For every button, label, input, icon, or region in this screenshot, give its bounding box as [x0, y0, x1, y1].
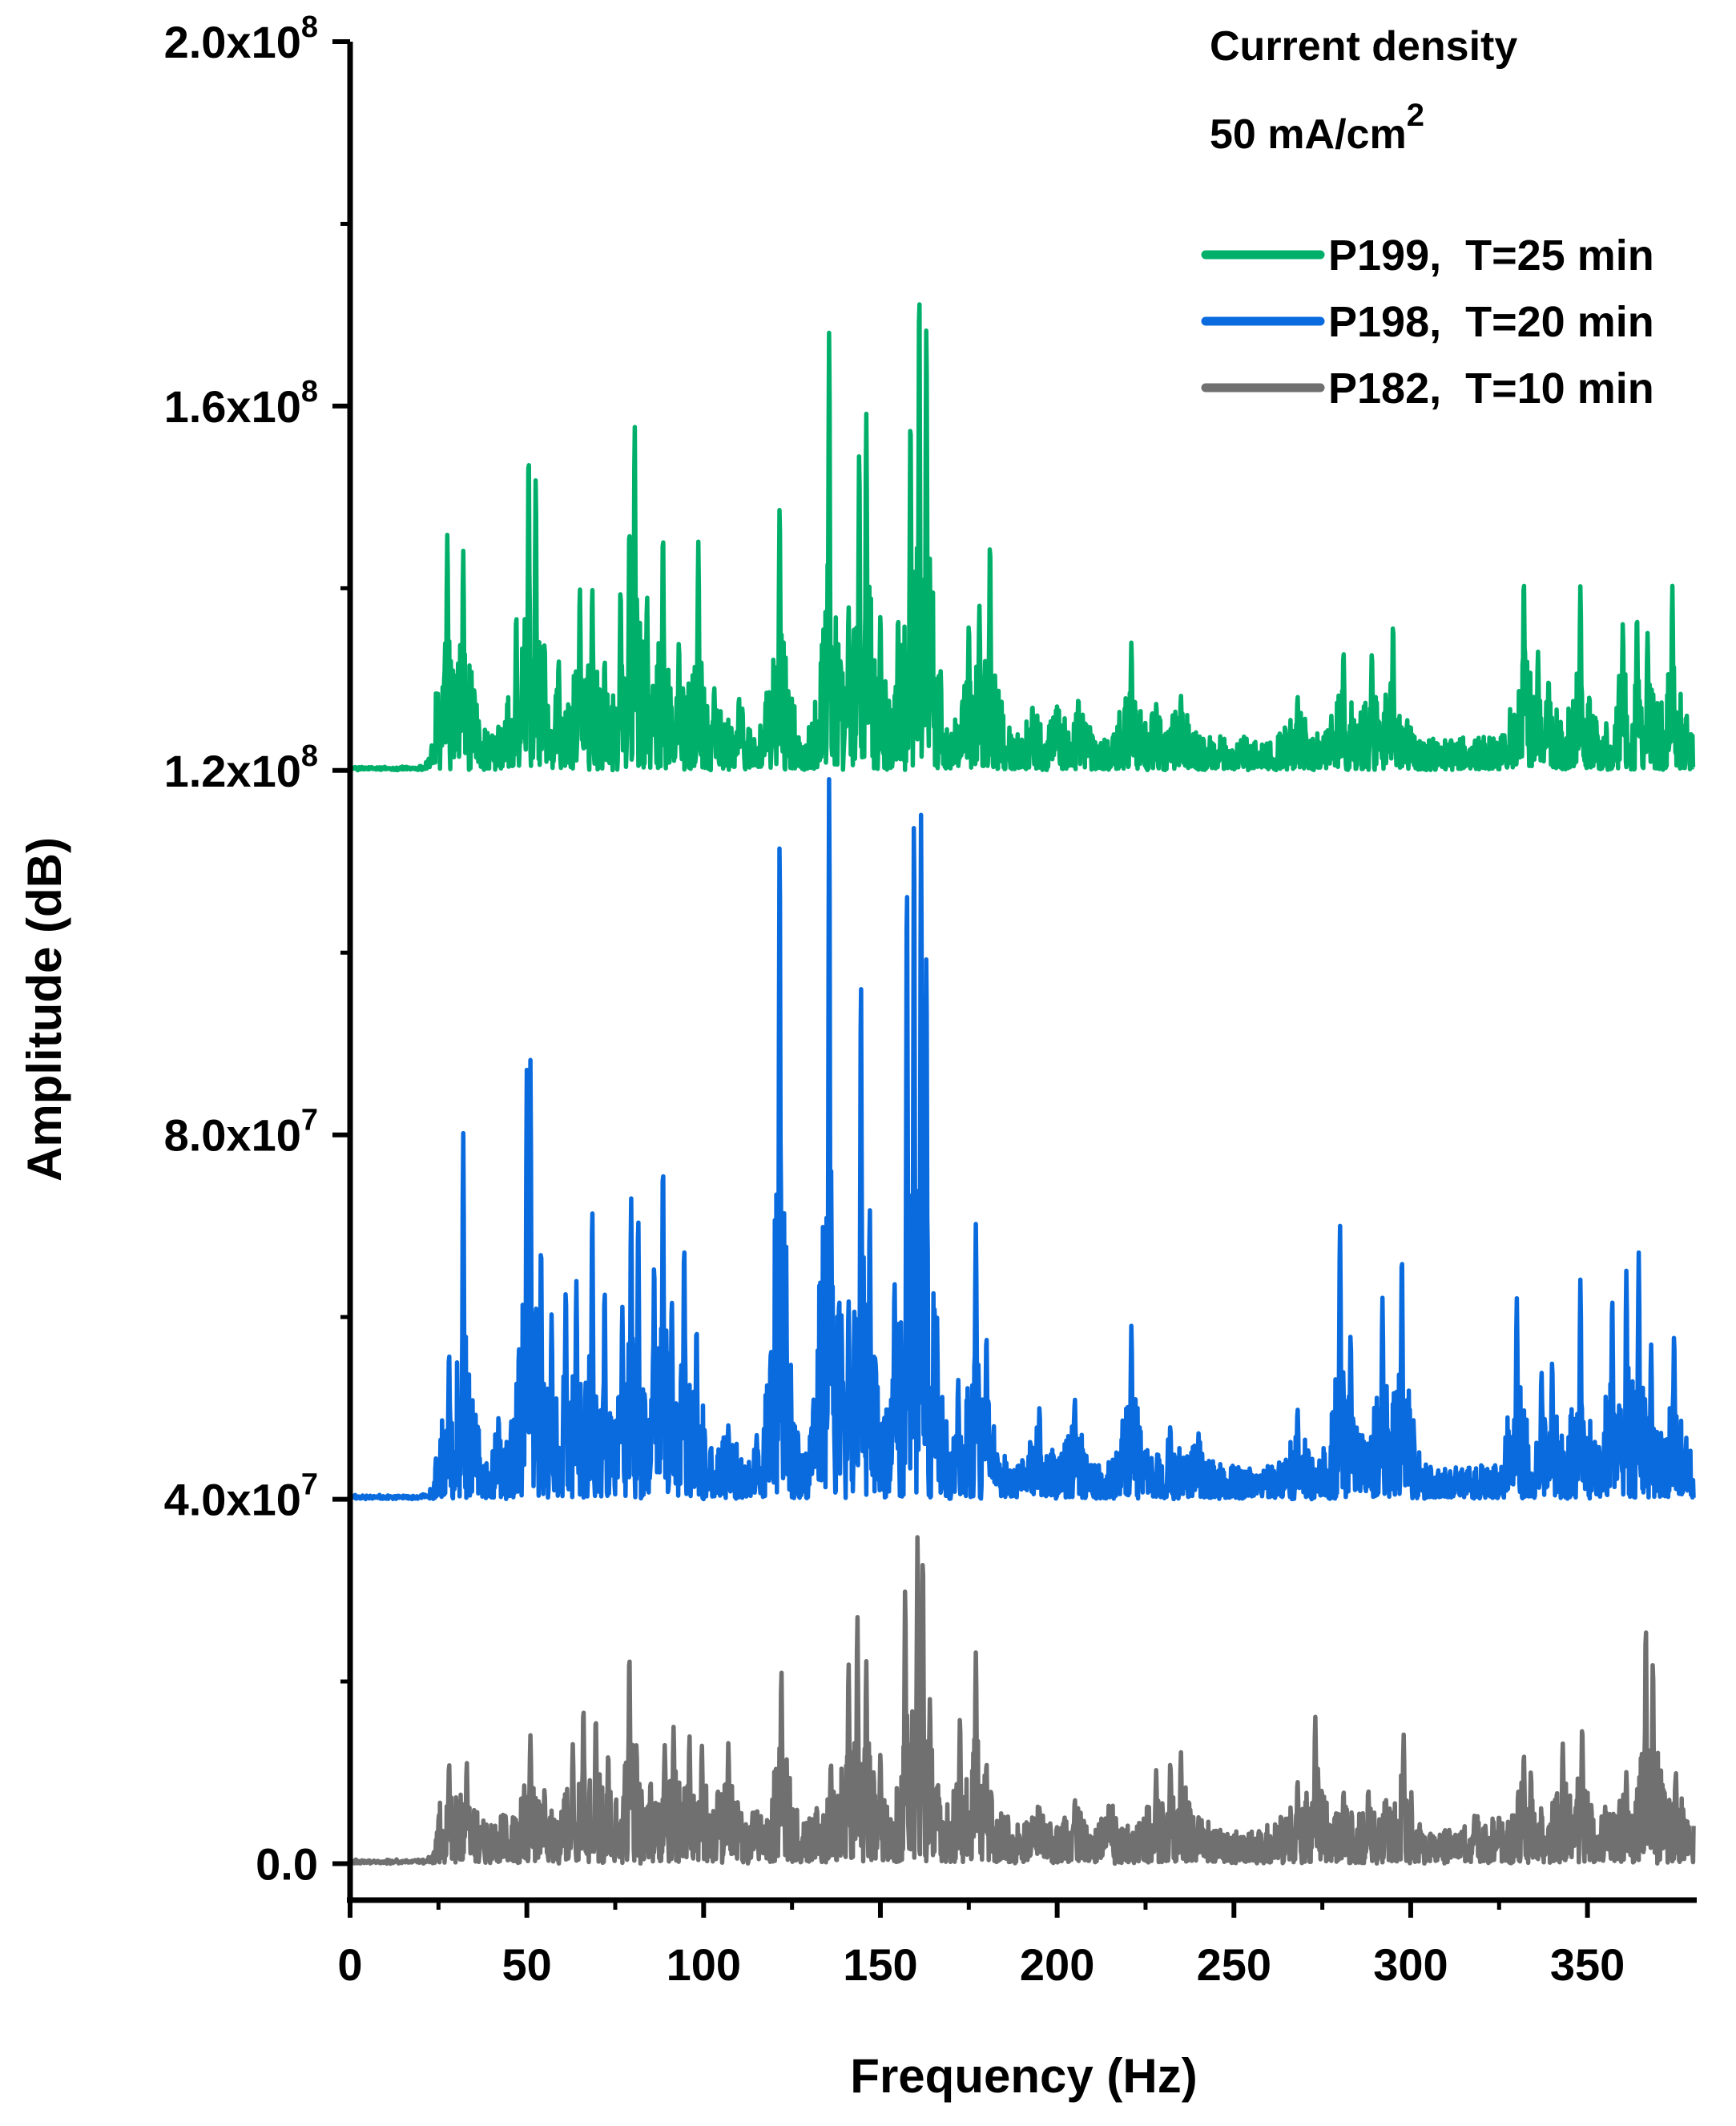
- y-tick-mantissa: 4.0x10: [164, 1475, 301, 1525]
- x-tick-label: 100: [667, 1939, 741, 1990]
- y-tick-mantissa: 1.2x10: [164, 746, 301, 796]
- series-line-p182: [350, 1537, 1694, 1864]
- x-tick-label: 250: [1197, 1939, 1271, 1990]
- series-line-p198: [350, 779, 1694, 1500]
- x-tick-label: 150: [843, 1939, 917, 1990]
- y-tick-label: 0.0: [256, 1839, 318, 1890]
- y-tick-label: 8.0x107: [164, 1104, 318, 1161]
- y-tick-label: 4.0x107: [164, 1468, 318, 1525]
- x-tick-label: 300: [1373, 1939, 1448, 1990]
- y-tick-label: 1.6x108: [164, 375, 318, 432]
- y-tick-mantissa: 2.0x10: [164, 17, 301, 67]
- series-layer: [350, 288, 1694, 1864]
- legend-label: P199, T=25 min: [1328, 232, 1654, 280]
- legend-label: P182, T=10 min: [1328, 364, 1654, 413]
- y-tick-exponent: 7: [301, 1104, 318, 1137]
- y-tick-exponent: 8: [301, 10, 318, 44]
- current-density-value: 50 mA/cm2: [1210, 98, 1424, 158]
- legend: P199, T=25 min P198, T=20 min P182, T=10 m…: [1206, 232, 1654, 413]
- y-axis-title: Amplitude (dB): [18, 837, 71, 1182]
- y-tick-label: 1.2x108: [164, 739, 318, 796]
- current-density-value-text: 50 mA/cm: [1210, 111, 1407, 158]
- x-tick-label: 200: [1020, 1939, 1094, 1990]
- current-density-unit-exponent: 2: [1407, 98, 1424, 133]
- y-tick-exponent: 7: [301, 1468, 318, 1502]
- y-tick-label: 2.0x108: [164, 10, 318, 67]
- y-tick-mantissa: 8.0x10: [164, 1110, 301, 1161]
- x-axis-title: Frequency (Hz): [850, 2049, 1197, 2103]
- y-tick-mantissa: 0.0: [256, 1839, 318, 1890]
- legend-label: P198, T=20 min: [1328, 298, 1654, 346]
- x-tick-label: 0: [337, 1939, 362, 1990]
- current-density-label: Current density: [1210, 23, 1517, 70]
- y-tick-mantissa: 1.6x10: [164, 381, 301, 432]
- y-tick-exponent: 8: [301, 375, 318, 409]
- x-tick-label: 50: [502, 1939, 552, 1990]
- y-tick-exponent: 8: [301, 739, 318, 773]
- x-tick-label: 350: [1550, 1939, 1625, 1990]
